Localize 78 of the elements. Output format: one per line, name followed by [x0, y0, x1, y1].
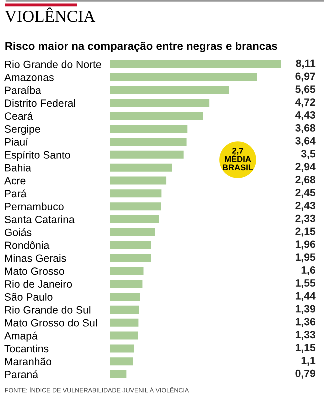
bar — [110, 99, 210, 108]
y-tick-label: Mato Grosso do Sul — [5, 319, 98, 327]
bar — [110, 164, 172, 172]
bar — [110, 254, 152, 262]
bar — [110, 344, 134, 353]
bar — [110, 293, 140, 302]
bar — [110, 358, 134, 366]
y-tick-label: Pernambuco — [5, 202, 64, 211]
bar — [110, 332, 138, 340]
y-tick-label: São Paulo — [4, 293, 53, 301]
data-label: 2,15 — [296, 228, 316, 237]
data-label: 1,6 — [302, 266, 316, 276]
y-tick-label: Minas Gerais — [5, 254, 66, 262]
y-tick-label: Paraíba — [5, 86, 42, 94]
data-label: 1,95 — [296, 254, 316, 263]
y-tick-label: Rio de Janeiro — [5, 280, 72, 288]
bar — [110, 370, 127, 379]
data-label: 8,11 — [296, 60, 316, 69]
y-tick-label: Bahia — [5, 164, 32, 172]
data-label: 5,65 — [296, 86, 316, 95]
data-label: 1,55 — [296, 280, 316, 288]
data-label: 1,1 — [302, 357, 316, 366]
data-label: 2,45 — [296, 189, 316, 198]
bar — [110, 215, 160, 224]
chart-title: VIOLÊNCIA — [5, 8, 96, 22]
y-tick-label: Distrito Federal — [5, 99, 76, 108]
data-label: 1,39 — [296, 305, 316, 314]
bar — [110, 60, 282, 68]
bar — [110, 318, 139, 327]
bar — [110, 241, 152, 250]
y-tick-label: Tocantins — [4, 344, 49, 353]
y-tick-label: Santa Catarina — [4, 216, 75, 224]
data-label: 2,68 — [296, 176, 316, 186]
data-label: 3,64 — [296, 137, 316, 146]
bar — [110, 202, 162, 211]
y-tick-label: Rio Grande do Sul — [5, 306, 91, 314]
y-tick-label: Acre — [4, 177, 26, 185]
bar — [110, 280, 143, 288]
data-label: 1,44 — [296, 292, 316, 302]
y-tick-label: Rondônia — [5, 241, 50, 250]
y-tick-label: Paraná — [5, 370, 38, 378]
data-label: 4,72 — [295, 98, 316, 108]
y-tick-label: Sergipe — [4, 125, 40, 136]
bar — [110, 112, 204, 120]
bar — [110, 150, 184, 159]
bar — [110, 306, 140, 314]
chart-subtitle: Risco maior na comparação entre negras e brancas — [6, 42, 278, 52]
data-label: 1,96 — [296, 240, 316, 250]
annotation: 2,7 MÉDIA BRASIL — [223, 148, 254, 171]
data-label: 2,94 — [296, 163, 316, 172]
bar — [110, 73, 258, 82]
y-tick-label: Amapá — [4, 332, 38, 342]
y-tick-label: Amazonas — [4, 74, 54, 82]
data-label: 1,36 — [296, 318, 316, 328]
data-label: 1,33 — [296, 331, 316, 340]
bar — [110, 176, 167, 185]
data-label: 3,68 — [296, 124, 316, 134]
bar — [110, 267, 144, 276]
bar — [110, 190, 162, 198]
bar — [110, 228, 156, 236]
bar — [110, 86, 230, 94]
y-tick-label: Mato Grosso — [5, 268, 64, 276]
bar — [110, 125, 188, 134]
y-tick-label: Espírito Santo — [5, 151, 70, 161]
data-label: 3,5 — [301, 150, 316, 160]
data-label: 0,79 — [296, 370, 316, 379]
data-label: 2,43 — [296, 202, 316, 211]
data-label: 6,97 — [296, 72, 316, 82]
y-tick-label: Goiás — [4, 228, 32, 236]
bar — [110, 138, 187, 146]
y-tick-label: Piauí — [5, 138, 28, 146]
data-label: 4,43 — [295, 112, 316, 121]
y-tick-label: Maranhão — [5, 358, 52, 366]
data-label: 2,33 — [296, 214, 316, 224]
y-tick-label: Pará — [5, 190, 27, 198]
y-tick-label: Ceará — [4, 112, 34, 120]
data-label: 1,15 — [296, 344, 316, 354]
y-tick-label: Rio Grande do Norte — [5, 60, 102, 68]
